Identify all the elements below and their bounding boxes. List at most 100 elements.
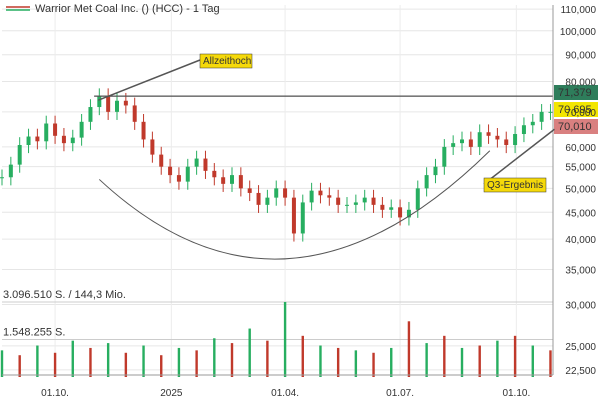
- annotations: Allzeithoch Q3-Ergebnis: [97, 53, 555, 193]
- y-tick-label: 35,000: [565, 265, 596, 276]
- y-tick-label: 25,000: [565, 342, 596, 353]
- candle-body: [203, 158, 208, 171]
- volume-tick-label: 1.548.255 S.: [3, 327, 65, 339]
- candle-body: [353, 202, 358, 205]
- candle-body: [106, 96, 111, 112]
- candle-body: [477, 132, 482, 147]
- candle-body: [504, 139, 509, 146]
- candle-body: [53, 123, 58, 136]
- y-tick-label: 55,000: [565, 163, 596, 174]
- candle-body: [150, 139, 155, 155]
- candle-body: [362, 197, 367, 203]
- annotation-box: [199, 53, 253, 69]
- candle-body: [123, 100, 128, 106]
- volume-bar: [71, 340, 74, 377]
- annotation-arrow: [97, 59, 201, 101]
- candle-body: [115, 100, 120, 112]
- candle-body: [424, 175, 429, 189]
- candle-body: [17, 145, 22, 165]
- candle-body: [539, 111, 544, 122]
- candle-body: [486, 132, 491, 136]
- volume-bar: [18, 355, 21, 377]
- annotation-label: Allzeithoch: [203, 56, 251, 67]
- candle-body: [35, 136, 40, 142]
- volume-bar: [443, 335, 446, 377]
- y-tick-label: 40,000: [565, 235, 596, 246]
- volume-bar: [319, 345, 322, 377]
- volume-bar: [160, 355, 163, 377]
- y-tick-label: 50,000: [565, 184, 596, 195]
- candle-body: [548, 111, 553, 113]
- candle-body: [230, 175, 235, 184]
- candle-body: [247, 188, 252, 193]
- volume-bar: [248, 328, 251, 377]
- candle-body: [256, 192, 261, 205]
- price-box-label: 71,379: [558, 87, 592, 99]
- candle-body: [194, 158, 199, 167]
- x-tick-label: 01.10.: [41, 388, 69, 399]
- candle-body: [97, 96, 102, 108]
- candle-body: [212, 170, 217, 178]
- volume-bar: [106, 343, 110, 377]
- volume-bar: [390, 347, 393, 377]
- candle-body: [44, 123, 49, 142]
- candle-body: [291, 197, 296, 234]
- candle-body: [513, 134, 518, 146]
- y-tick-label: 90,000: [565, 51, 596, 62]
- candle-body: [451, 143, 456, 147]
- volume-bar: [177, 347, 181, 377]
- candle-body: [345, 204, 350, 206]
- candle-body: [88, 107, 93, 122]
- volume-bar: [460, 347, 464, 377]
- candle-body: [176, 175, 181, 182]
- candle-body: [460, 139, 465, 144]
- axes: 110,000 100,000 90,000 80,000 70,000 60,000 55…: [2, 5, 596, 399]
- y-tick-label: 30,000: [565, 300, 596, 311]
- candle-body: [433, 166, 438, 176]
- volume-bar: [213, 338, 216, 377]
- volume-bar: [531, 345, 534, 377]
- y-tick-label: 22,500: [565, 366, 596, 377]
- candle-body: [521, 125, 526, 135]
- candle-body: [185, 166, 190, 182]
- volume-bar: [0, 350, 4, 377]
- candle-body: [70, 137, 75, 144]
- candle-body: [309, 190, 314, 203]
- gridlines: [2, 5, 553, 375]
- candle-body: [79, 121, 84, 138]
- candle-body: [371, 197, 376, 205]
- price-box-label: 70,695: [558, 104, 592, 116]
- trend-curves: [98, 150, 491, 260]
- candle-body: [442, 146, 447, 167]
- legend: Warrior Met Coal Inc. () (HCC) - 1 Tag: [6, 3, 220, 15]
- candle-body: [468, 139, 473, 147]
- candle-body: [0, 177, 4, 179]
- price-box-label: 70,010: [558, 121, 592, 133]
- candle-body: [274, 188, 279, 198]
- candle-body: [415, 188, 420, 210]
- annotation-label: Q3-Ergebnis: [487, 180, 543, 191]
- volume-bar: [301, 335, 304, 377]
- candle-body: [168, 166, 173, 176]
- volume-bar: [549, 350, 552, 377]
- volume-bar: [372, 352, 375, 377]
- x-tick-label: 01.04.: [271, 388, 299, 399]
- volume-bar: [496, 340, 499, 377]
- volume-bar: [336, 347, 340, 377]
- candle-body: [61, 135, 66, 144]
- volume-bar: [36, 345, 39, 377]
- volume-bar: [266, 340, 269, 377]
- candle-body: [300, 202, 305, 234]
- price-candles: [0, 88, 553, 242]
- volume-bar: [89, 347, 92, 377]
- candle-body: [26, 136, 31, 146]
- x-tick-label: 01.07.: [386, 388, 414, 399]
- candle-body: [221, 177, 226, 184]
- volume-bar: [513, 335, 517, 377]
- price-box: [554, 119, 598, 134]
- volume-bar: [230, 343, 234, 377]
- annotation-arrow: [483, 128, 555, 185]
- annotation-box: [483, 177, 547, 193]
